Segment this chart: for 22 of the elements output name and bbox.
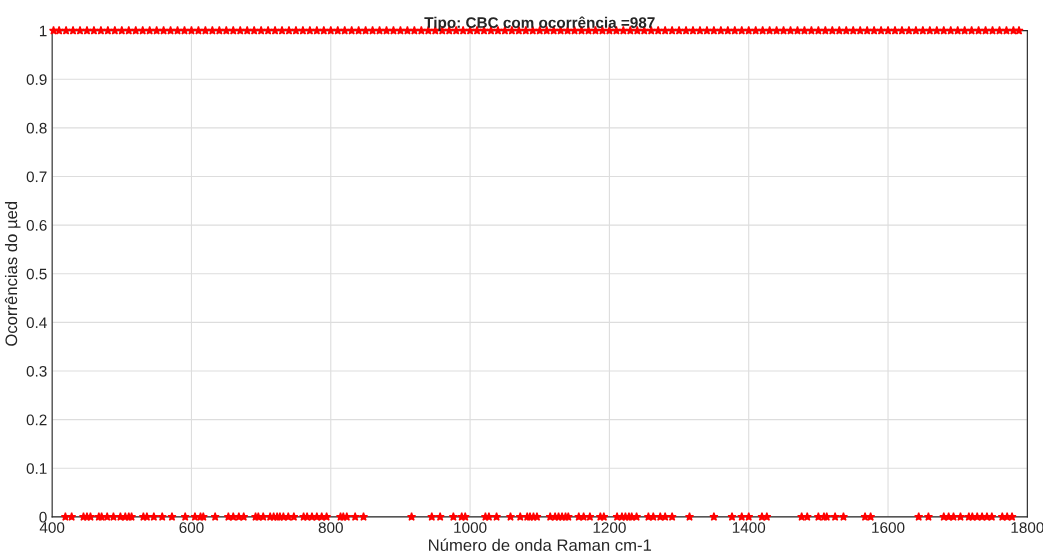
y-tick-label: 1 bbox=[39, 25, 47, 37]
x-tick-label: 400 bbox=[39, 522, 65, 533]
x-tick-label: 1800 bbox=[1011, 522, 1043, 533]
y-tick-label: 0.4 bbox=[26, 317, 47, 329]
x-tick-label: 1400 bbox=[732, 522, 766, 533]
x-tick-label: 1200 bbox=[593, 522, 626, 533]
y-tick-label: 0.7 bbox=[26, 171, 47, 183]
x-tick-label: 1600 bbox=[872, 522, 905, 533]
y-tick-label: 0.3 bbox=[26, 365, 47, 377]
y-tick-label: 0.5 bbox=[26, 268, 47, 280]
y-tick-label: 0 bbox=[39, 511, 47, 523]
chart-title: Tipo: CBC com ocorrência =987 bbox=[424, 16, 655, 32]
x-tick-label: 800 bbox=[318, 522, 343, 533]
y-tick-label: 0.8 bbox=[26, 122, 47, 134]
y-tick-label: 0.2 bbox=[26, 414, 47, 426]
y-tick-label: 0.1 bbox=[26, 463, 47, 474]
x-axis-title: Número de onda Raman cm-1 bbox=[429, 538, 652, 552]
x-tick-label: 1000 bbox=[454, 522, 487, 533]
y-tick-label: 0.9 bbox=[26, 74, 47, 85]
y-tick-label: 0.6 bbox=[26, 220, 47, 231]
x-tick-label: 600 bbox=[179, 522, 204, 533]
y-axis-title: Ocorrências do µed bbox=[4, 201, 21, 346]
